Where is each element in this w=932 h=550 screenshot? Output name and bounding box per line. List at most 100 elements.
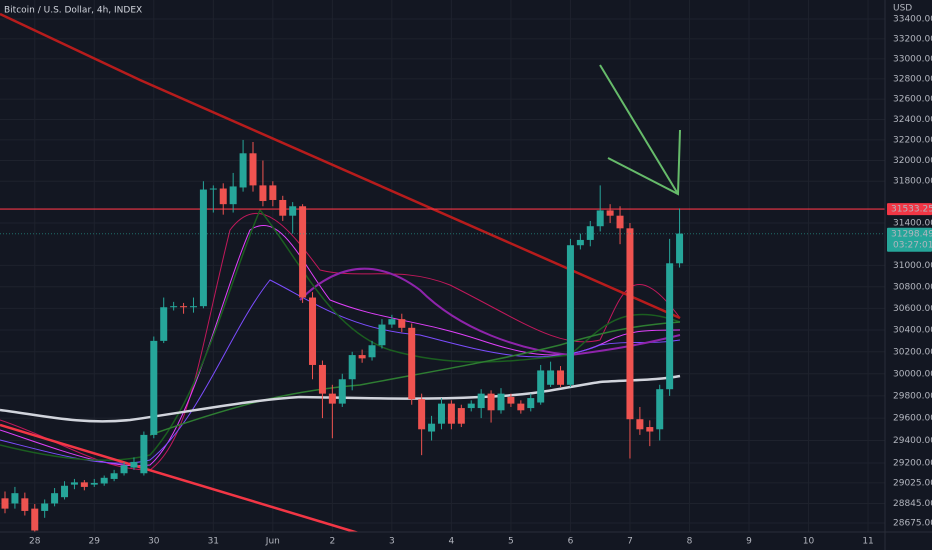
candle-body [219, 188, 227, 205]
y-tick-label: 30600.00 [893, 304, 932, 314]
candle-body [150, 340, 158, 435]
arrow [599, 64, 681, 196]
time-axis-panel [0, 532, 932, 550]
x-tick-label: 7 [627, 537, 633, 547]
candle-body [368, 345, 376, 358]
candle-body [189, 306, 197, 308]
chart-title: Bitcoin / U.S. Dollar, 4h, INDEX [4, 6, 142, 16]
candle-body [586, 226, 594, 240]
last-price-label: 31298.49 [891, 229, 932, 239]
candle-body [447, 403, 455, 424]
candle-body [338, 379, 346, 404]
candle-body [199, 189, 207, 307]
candle-body [239, 153, 247, 188]
y-tick-label: 29600.00 [893, 414, 932, 424]
candle-body [249, 153, 257, 186]
price-axis-panel [885, 0, 932, 550]
y-tick-label: 29400.00 [893, 436, 932, 446]
candle-body [378, 324, 386, 346]
candle-body [21, 498, 29, 511]
y-tick-label: 30800.00 [893, 282, 932, 292]
candle-body [636, 419, 644, 430]
x-tick-label: 10 [803, 537, 815, 547]
candle-body [408, 327, 416, 400]
candle-body [497, 393, 505, 411]
countdown-label: 03:27:01 [893, 240, 932, 250]
candle-body [626, 228, 634, 420]
candle-body [537, 370, 545, 403]
y-tick-label: 32200.00 [893, 135, 932, 145]
candle-body [358, 355, 366, 359]
x-tick-label: 4 [449, 537, 455, 547]
candle-body [289, 206, 297, 216]
candle-body [170, 306, 178, 308]
y-tick-label: 32400.00 [893, 115, 932, 125]
grid [0, 0, 885, 532]
candle-body [279, 199, 287, 216]
candle-body [656, 389, 664, 430]
y-tick-label: 30000.00 [893, 369, 932, 379]
candle-body [398, 319, 406, 328]
candle-body [318, 364, 326, 394]
candle-body [566, 245, 574, 385]
x-tick-label: 6 [568, 537, 574, 547]
candle-body [70, 482, 78, 485]
x-tick-label: 11 [862, 537, 873, 547]
candle-body [557, 370, 565, 385]
candle-body [437, 403, 445, 424]
arrow-shaft [599, 64, 679, 195]
candle-body [467, 403, 475, 409]
y-tick-label: 31000.00 [893, 261, 932, 271]
x-tick-label: 3 [389, 537, 395, 547]
candle-body [31, 508, 39, 531]
candle-body [487, 393, 495, 411]
candle-body [120, 465, 128, 474]
candle-body [61, 485, 69, 498]
candles [0, 139, 885, 533]
y-tick-label: 31800.00 [893, 177, 932, 187]
candle-body [388, 319, 396, 325]
candle-body [90, 482, 98, 485]
candle-body [348, 355, 356, 380]
y-tick-label: 33200.00 [893, 34, 932, 44]
candle-body [100, 477, 108, 484]
axes: 33400.00 33200.00 33000.00 32800.00 32600.00… [29, 15, 932, 547]
currency-label: USD [893, 4, 912, 14]
x-tick-label: 29 [89, 537, 101, 547]
candle-body [41, 503, 49, 511]
x-tick-label: 8 [687, 537, 693, 547]
candle-body [80, 482, 88, 487]
candle-body [676, 233, 684, 264]
x-tick-label: 28 [29, 537, 41, 547]
candle-body [428, 423, 436, 432]
trend-line [0, 12, 681, 320]
price-label-box [887, 203, 932, 216]
last-price-box [887, 227, 932, 252]
y-tick-label: 32000.00 [893, 156, 932, 166]
candle-body [1, 498, 9, 509]
candle-body [477, 393, 485, 409]
candle-body [646, 427, 654, 432]
candle-body [110, 473, 118, 479]
candle-body [576, 239, 584, 246]
candle-body [666, 263, 674, 390]
x-tick-label: 9 [746, 537, 752, 547]
x-tick-label: 5 [508, 537, 514, 547]
ma-line [0, 374, 681, 423]
x-tick-label: Jun [265, 537, 280, 547]
candle-body [616, 215, 624, 229]
x-tick-label: 2 [329, 537, 335, 547]
y-tick-label: 28675.00 [893, 519, 932, 529]
arrow-head [607, 129, 681, 196]
candle-body [457, 408, 465, 424]
y-tick-label: 29200.00 [893, 459, 932, 469]
price-label: 31533.25 [891, 205, 932, 215]
y-tick-label: 30200.00 [893, 347, 932, 357]
candle-body [309, 297, 317, 365]
candle-body [130, 461, 138, 468]
y-tick-label: 32600.00 [893, 95, 932, 105]
candle-body [547, 370, 555, 385]
candle-body [269, 185, 277, 200]
